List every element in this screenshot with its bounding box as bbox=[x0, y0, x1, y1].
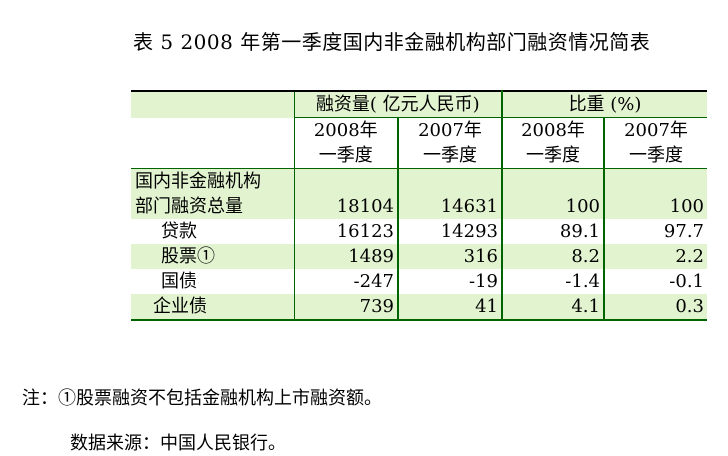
cell-corporate-2007-share: 0.3 bbox=[604, 294, 707, 321]
cell-treasury-2007-share: -0.1 bbox=[669, 271, 704, 292]
cell-corporate-2007-volume: 41 bbox=[398, 294, 503, 321]
cell-corporate-2008-volume: 739 bbox=[294, 294, 399, 321]
header-col-4: 2007年 一季度 bbox=[604, 117, 707, 169]
corner-cell-2 bbox=[131, 117, 295, 169]
cell-total-2007-volume: 14631 bbox=[398, 168, 503, 219]
header-financing-volume: 融资量( 亿元人民币) bbox=[294, 90, 503, 118]
header-col-2: 2007年 一季度 bbox=[398, 117, 503, 169]
cell-corporate-2008-share: 4.1 bbox=[502, 294, 605, 321]
header-col-3: 2008年 一季度 bbox=[502, 117, 605, 169]
cell-loans-2008-share: 89.1 bbox=[502, 219, 605, 244]
header-col-1-year: 2008年 bbox=[313, 120, 378, 141]
header-col-1-period: 一季度 bbox=[318, 145, 373, 166]
footnote: 注：①股票融资不包括金融机构上市融资额。 bbox=[22, 388, 382, 409]
header-col-2-year: 2007年 bbox=[418, 120, 482, 141]
cell-total-2007-share: 100 bbox=[604, 168, 707, 219]
cell-treasury-2008-share: -1.4 bbox=[502, 269, 605, 294]
cell-loans-2008-volume: 16123 bbox=[294, 219, 399, 244]
cell-total-2008-share: 100 bbox=[502, 168, 605, 219]
header-col-3-year: 2008年 bbox=[521, 120, 585, 141]
financing-table: 融资量( 亿元人民币) 比重 (%) 2008年 一季度 2007年 一季度 2… bbox=[131, 90, 707, 321]
cell-loans-2007-volume: 14293 bbox=[398, 219, 503, 244]
cell-treasury-2008-volume: -247 bbox=[294, 269, 399, 294]
row-label-total-line2: 部门融资总量 bbox=[135, 196, 243, 217]
row-label-loans: 贷款 bbox=[131, 219, 295, 244]
cell-stocks-2008-volume: 1489 bbox=[294, 244, 399, 269]
row-label-stocks: 股票① bbox=[131, 244, 295, 269]
cell-stocks-2007-volume: 316 bbox=[398, 244, 503, 269]
cell-loans-2007-share: 97.7 bbox=[663, 221, 704, 242]
cell-stocks-2007-share: 2.2 bbox=[675, 246, 704, 267]
data-source: 数据来源：中国人民银行。 bbox=[70, 433, 286, 454]
header-col-3-period: 一季度 bbox=[526, 145, 580, 166]
row-label-treasury-bonds: 国债 bbox=[131, 269, 295, 294]
header-col-4-year: 2007年 bbox=[624, 120, 688, 141]
cell-treasury-2007-volume: -19 bbox=[398, 269, 503, 294]
table-title: 表 5 2008 年第一季度国内非金融机构部门融资情况简表 bbox=[133, 30, 651, 54]
header-col-1: 2008年 一季度 bbox=[294, 117, 399, 169]
header-share: 比重 (%) bbox=[502, 90, 707, 118]
cell-stocks-2008-share: 8.2 bbox=[502, 244, 605, 269]
cell-total-2008-volume: 18104 bbox=[294, 168, 399, 219]
corner-cell bbox=[131, 90, 295, 118]
row-label-corporate-bonds: 企业债 bbox=[131, 294, 295, 321]
header-col-4-period: 一季度 bbox=[629, 145, 683, 166]
row-label-total: 国内非金融机构 部门融资总量 bbox=[131, 168, 295, 219]
header-col-2-period: 一季度 bbox=[423, 145, 477, 166]
row-label-total-line1: 国内非金融机构 bbox=[135, 171, 261, 192]
